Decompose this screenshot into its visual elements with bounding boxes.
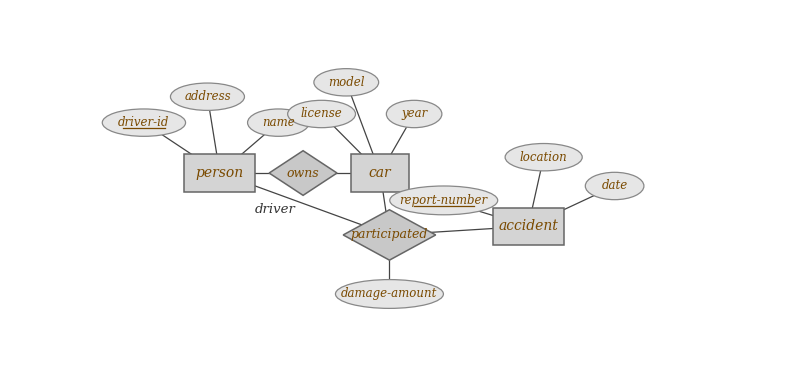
Ellipse shape [170, 83, 244, 110]
Text: car: car [369, 166, 392, 180]
Text: address: address [184, 90, 231, 103]
Ellipse shape [335, 280, 443, 309]
Text: year: year [401, 107, 427, 120]
Text: date: date [602, 180, 628, 193]
Polygon shape [343, 210, 435, 260]
FancyBboxPatch shape [351, 154, 409, 192]
Text: owns: owns [287, 166, 319, 180]
Text: report-number: report-number [400, 194, 488, 207]
Text: person: person [196, 166, 244, 180]
Text: license: license [301, 107, 342, 120]
Ellipse shape [585, 172, 644, 200]
Ellipse shape [505, 144, 582, 171]
Text: location: location [520, 151, 568, 164]
Ellipse shape [314, 69, 379, 96]
Text: driver: driver [255, 203, 296, 215]
Ellipse shape [102, 109, 185, 136]
Text: participated: participated [351, 229, 428, 242]
Text: name: name [262, 116, 295, 129]
Ellipse shape [386, 100, 442, 128]
Ellipse shape [287, 100, 356, 128]
Text: damage-amount: damage-amount [341, 288, 438, 300]
Polygon shape [269, 151, 337, 195]
FancyBboxPatch shape [493, 208, 564, 245]
Text: driver-id: driver-id [119, 116, 170, 129]
Ellipse shape [390, 186, 498, 215]
Text: model: model [328, 76, 365, 89]
FancyBboxPatch shape [185, 154, 256, 192]
Ellipse shape [248, 109, 309, 136]
Text: accident: accident [498, 219, 558, 233]
